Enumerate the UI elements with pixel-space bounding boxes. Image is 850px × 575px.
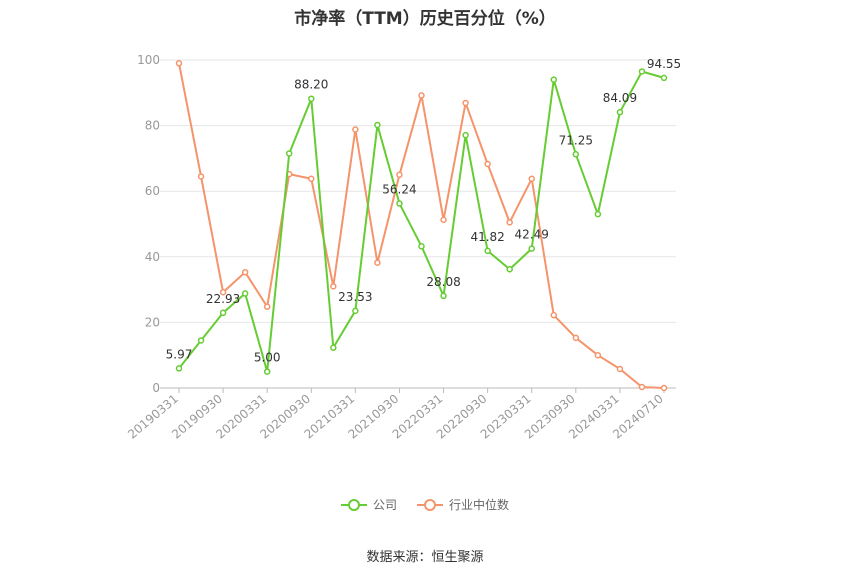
data-point: [550, 311, 558, 319]
data-point: [175, 365, 183, 372]
legend: 公司 行业中位数: [0, 496, 850, 513]
grid-lines: [160, 59, 676, 323]
data-label: 28.08: [426, 275, 460, 289]
data-point: [374, 121, 381, 129]
data-point: [396, 200, 403, 207]
data-point: [462, 131, 469, 139]
axes: 0204060801002019033120190930202003312020…: [125, 53, 676, 442]
data-point: [308, 175, 315, 182]
data-point: [660, 74, 668, 82]
data-point: [285, 150, 293, 157]
legend-label-industry: 行业中位数: [449, 498, 510, 512]
data-point: [594, 351, 602, 359]
y-tick-label: 60: [145, 184, 160, 198]
data-label: 41.82: [470, 230, 504, 244]
data-point: [352, 307, 359, 315]
data-point: [616, 108, 624, 116]
legend-swatch-company: [340, 498, 367, 511]
data-point: [396, 171, 403, 179]
data-point: [241, 290, 249, 297]
series-line: [178, 63, 665, 389]
data-point: [660, 384, 668, 392]
data-label: 84.09: [603, 91, 637, 105]
legend-item-industry[interactable]: 行业中位数: [417, 496, 509, 513]
data-point: [462, 99, 469, 107]
data-label: 23.53: [338, 290, 372, 304]
data-point: [506, 219, 513, 226]
data-point: [197, 337, 205, 344]
data-label: 5.97: [166, 347, 193, 361]
data-point: [550, 76, 558, 83]
data-point: [175, 60, 183, 67]
data-point: [263, 368, 271, 375]
y-tick-label: 20: [145, 315, 160, 329]
chart-title: 市净率（TTM）历史百分位（%）: [294, 9, 556, 29]
data-point: [374, 259, 381, 266]
data-point: [219, 288, 227, 296]
data-label: 5.00: [254, 351, 281, 365]
data-point: [330, 283, 337, 290]
data-point: [197, 173, 205, 180]
data-point: [572, 334, 580, 342]
data-point: [418, 92, 425, 99]
data-point: [528, 175, 535, 182]
legend-item-company[interactable]: 公司: [340, 496, 397, 513]
data-point: [616, 365, 624, 373]
data-label: 56.24: [382, 183, 416, 197]
data-point: [440, 292, 447, 300]
data-label: 94.55: [647, 57, 681, 71]
y-tick-label: 0: [152, 381, 160, 395]
series-group: [175, 60, 668, 392]
data-labels: 5.97 22.93 5.00 88.20 23.53 56.24 28.08 41.82 42…: [166, 57, 682, 365]
data-point: [638, 383, 646, 391]
data-label: 71.25: [559, 133, 593, 147]
data-point: [263, 303, 271, 310]
data-point: [638, 68, 646, 75]
data-source: 数据来源：恒生聚源: [366, 550, 484, 565]
data-point: [308, 95, 315, 102]
y-tick-label: 80: [145, 119, 160, 133]
y-tick-label: 100: [137, 53, 160, 67]
data-point: [219, 309, 227, 317]
legend-label-company: 公司: [372, 498, 397, 512]
data-point: [484, 160, 491, 168]
data-point: [352, 126, 359, 133]
data-point: [594, 210, 602, 218]
data-point: [330, 344, 337, 351]
data-label: 42.49: [515, 228, 549, 242]
data-label: 88.20: [294, 78, 328, 92]
y-tick-label: 40: [145, 250, 160, 264]
data-point: [528, 245, 535, 252]
data-point: [572, 151, 580, 158]
data-label: 22.93: [206, 292, 240, 306]
data-point: [484, 247, 491, 255]
data-point: [241, 268, 249, 276]
data-point: [440, 216, 447, 223]
data-point: [506, 266, 513, 273]
legend-swatch-industry: [417, 498, 443, 511]
series-line: [178, 70, 665, 373]
data-point: [418, 243, 425, 250]
